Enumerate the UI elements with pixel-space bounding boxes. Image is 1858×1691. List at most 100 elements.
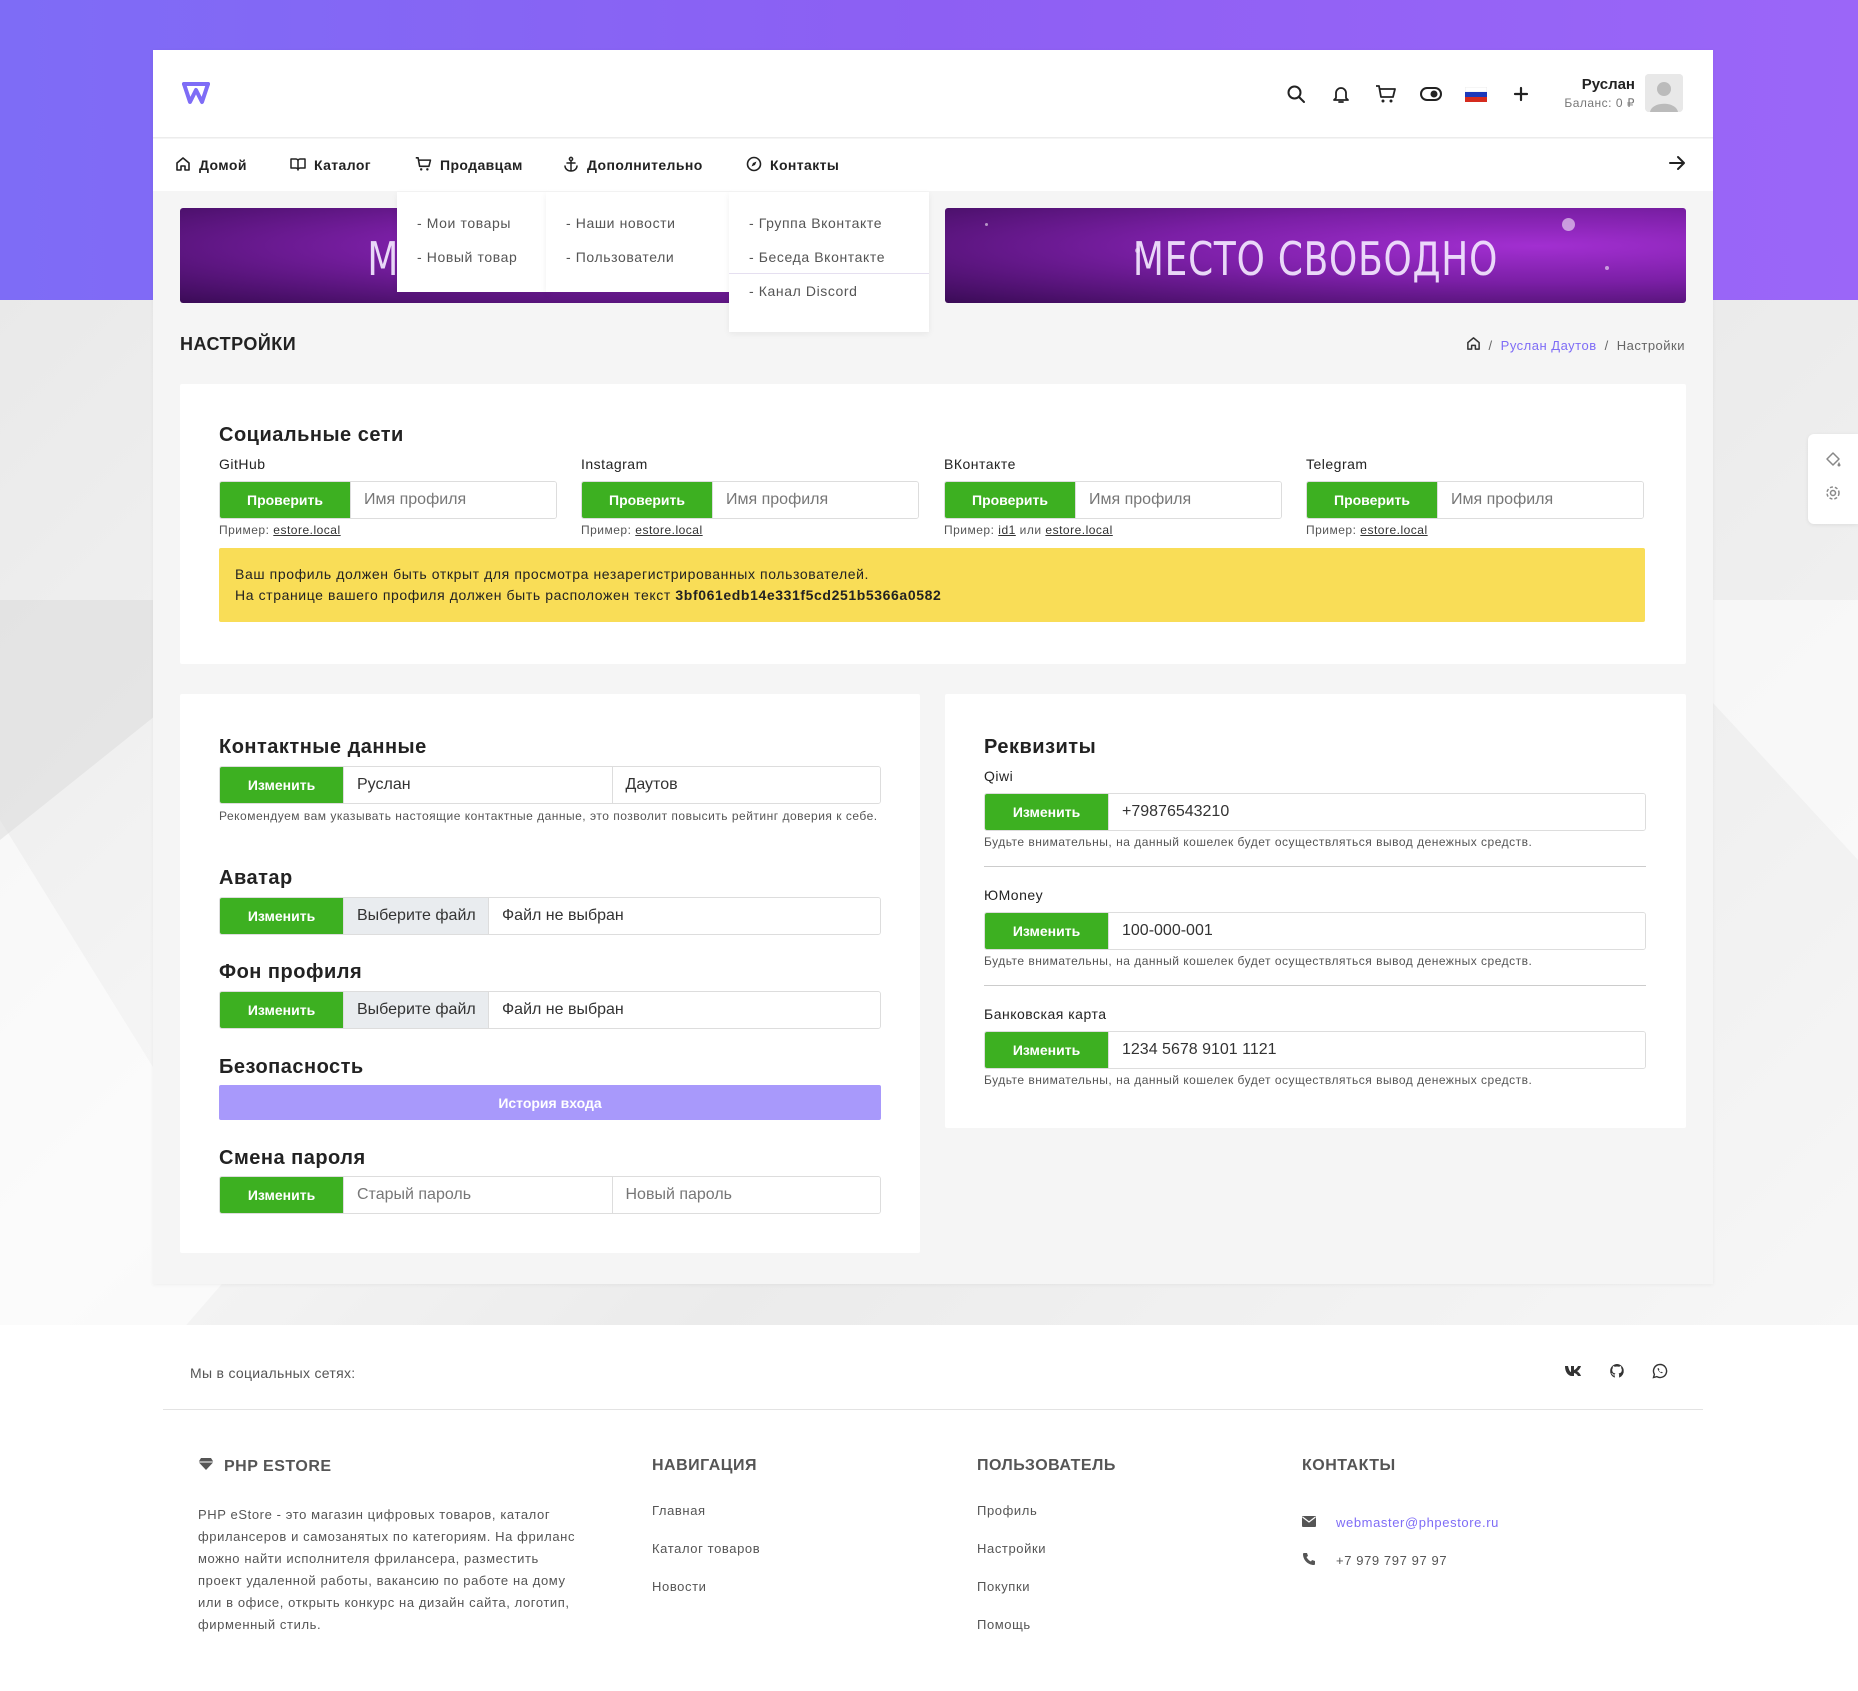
telegram-profile-input[interactable]: Имя профиля [1437, 482, 1643, 518]
section-title-social: Социальные сети [219, 424, 404, 446]
new-password-input[interactable]: Новый пароль [611, 1177, 880, 1213]
field-label: Банковская карта [984, 1006, 1107, 1022]
ad-banner-right[interactable]: МЕСТО СВОБОДНО [945, 208, 1686, 303]
profile-settings-card: Контактные данные Изменить Руслан Даутов… [180, 694, 920, 1253]
yoomoney-input[interactable]: 100-000-001 [1108, 913, 1645, 949]
section-title-avatar: Аватар [219, 867, 293, 889]
arrow-right-icon[interactable] [1667, 153, 1687, 178]
nav-item-label: Каталог [314, 157, 372, 173]
last-name-input[interactable]: Даутов [611, 767, 880, 803]
requisites-card: Реквизиты Qiwi Изменить +79876543210 Буд… [945, 694, 1686, 1128]
home-icon[interactable] [1466, 336, 1481, 354]
github-icon[interactable] [1609, 1363, 1625, 1384]
footer-contacts: КОНТАКТЫ webmaster@phpestore.ru +7 979 7… [1302, 1457, 1499, 1579]
dropdown-item-my-products[interactable]: - Мои товары [417, 215, 512, 231]
save-background-button[interactable]: Изменить [220, 992, 343, 1028]
section-title-contacts: Контактные данные [219, 736, 427, 758]
nav-item-extra[interactable]: Дополнительно [563, 139, 703, 191]
footer-link-help[interactable]: Помощь [977, 1617, 1031, 1632]
dropdown-item-vk-group[interactable]: - Группа Вконтакте [749, 215, 883, 231]
footer-link-purchases[interactable]: Покупки [977, 1579, 1031, 1594]
cart-icon [415, 156, 432, 175]
instagram-profile-input[interactable]: Имя профиля [712, 482, 918, 518]
footer-contacts-title: КОНТАКТЫ [1302, 1457, 1396, 1474]
header-icons [1273, 80, 1543, 108]
envelope-icon [1302, 1515, 1316, 1530]
book-icon [290, 156, 306, 175]
qiwi-input[interactable]: +79876543210 [1108, 794, 1645, 830]
choose-background-file-button[interactable]: Выберите файл [343, 992, 488, 1028]
save-avatar-button[interactable]: Изменить [220, 898, 343, 934]
footer-link-settings[interactable]: Настройки [977, 1541, 1047, 1556]
choose-avatar-file-button[interactable]: Выберите файл [343, 898, 488, 934]
hint-link[interactable]: estore.local [1360, 523, 1428, 537]
contacts-dropdown: - Группа Вконтакте - Беседа Вконтакте - … [729, 192, 929, 332]
save-yoomoney-button[interactable]: Изменить [985, 913, 1108, 949]
requisite-hint: Будьте внимательны, на данный кошелек бу… [984, 954, 1533, 968]
dropdown-item-users[interactable]: - Пользователи [566, 249, 675, 265]
footer-link-profile[interactable]: Профиль [977, 1503, 1038, 1518]
dropdown-item-discord[interactable]: - Канал Discord [749, 283, 858, 299]
avatar[interactable] [1645, 74, 1683, 112]
hint-link[interactable]: estore.local [635, 523, 703, 537]
check-telegram-button[interactable]: Проверить [1307, 482, 1437, 518]
check-github-button[interactable]: Проверить [220, 482, 350, 518]
breadcrumb: / Руслан Даутов / Настройки [1466, 336, 1685, 354]
flag-ru-icon[interactable] [1453, 80, 1498, 108]
nav-item-catalog[interactable]: Каталог [290, 139, 371, 191]
footer-link-home[interactable]: Главная [652, 1503, 706, 1518]
hint-link[interactable]: estore.local [1045, 523, 1113, 537]
save-qiwi-button[interactable]: Изменить [985, 794, 1108, 830]
footer-phone[interactable]: +7 979 797 97 97 [1336, 1552, 1448, 1568]
gem-icon [198, 1457, 214, 1476]
whatsapp-icon[interactable] [1652, 1363, 1668, 1384]
theme-toggle-icon[interactable] [1408, 80, 1453, 108]
breadcrumb-user-link[interactable]: Руслан Даутов [1500, 337, 1597, 353]
hint-link[interactable]: id1 [998, 523, 1016, 537]
save-bank-card-button[interactable]: Изменить [985, 1032, 1108, 1068]
social-instagram: Instagram Проверить Имя профиля Пример: … [581, 456, 919, 537]
footer-link-catalog[interactable]: Каталог товаров [652, 1541, 761, 1556]
vk-icon[interactable] [1564, 1363, 1582, 1384]
github-profile-input[interactable]: Имя профиля [350, 482, 556, 518]
site-footer: Мы в социальных сетях: PHP ESTORE PHP eS… [0, 1325, 1858, 1691]
old-password-input[interactable]: Старый пароль [343, 1177, 612, 1213]
nav-item-contacts[interactable]: Контакты [746, 139, 839, 191]
footer-social-icons [1564, 1363, 1668, 1384]
hint-link[interactable]: estore.local [273, 523, 341, 537]
first-name-input[interactable]: Руслан [343, 767, 612, 803]
field-label: GitHub [219, 456, 266, 472]
footer-about: PHP ESTORE PHP eStore - это магазин цифр… [198, 1457, 578, 1636]
paint-bucket-icon[interactable] [1824, 450, 1842, 473]
sellers-dropdown: - Мои товары - Новый товар [397, 192, 549, 292]
bell-icon[interactable] [1318, 80, 1363, 108]
background-file-status: Файл не выбран [488, 992, 880, 1028]
section-title-security: Безопасность [219, 1056, 364, 1078]
dropdown-item-news[interactable]: - Наши новости [566, 215, 676, 231]
nav-item-label: Дополнительно [587, 157, 703, 173]
check-instagram-button[interactable]: Проверить [582, 482, 712, 518]
vk-profile-input[interactable]: Имя профиля [1075, 482, 1281, 518]
field-label: ВКонтакте [944, 456, 1016, 472]
nav-item-home[interactable]: Домой [175, 139, 247, 191]
main-container: Руслан Баланс: 0 ₽ Домой Каталог Продавц… [153, 50, 1713, 1284]
dropdown-item-new-product[interactable]: - Новый товар [417, 249, 518, 265]
hint-prefix: Пример: [219, 523, 270, 537]
site-logo[interactable] [181, 80, 211, 108]
check-vk-button[interactable]: Проверить [945, 482, 1075, 518]
user-menu[interactable]: Руслан Баланс: 0 ₽ [1564, 74, 1683, 112]
gear-icon[interactable] [1824, 484, 1842, 507]
plus-icon[interactable] [1498, 80, 1543, 108]
footer-link-news[interactable]: Новости [652, 1579, 707, 1594]
search-icon[interactable] [1273, 80, 1318, 108]
nav-item-sellers[interactable]: Продавцам [415, 139, 523, 191]
footer-user: ПОЛЬЗОВАТЕЛЬ Профиль Настройки Покупки П… [977, 1457, 1116, 1655]
cart-icon[interactable] [1363, 80, 1408, 108]
dropdown-item-vk-chat[interactable]: - Беседа Вконтакте [729, 240, 929, 274]
hint-prefix: Пример: [1306, 523, 1357, 537]
footer-email-link[interactable]: webmaster@phpestore.ru [1336, 1514, 1499, 1530]
bank-card-input[interactable]: 1234 5678 9101 1121 [1108, 1032, 1645, 1068]
login-history-button[interactable]: История входа [219, 1085, 881, 1120]
save-contacts-button[interactable]: Изменить [220, 767, 343, 803]
change-password-button[interactable]: Изменить [220, 1177, 343, 1213]
